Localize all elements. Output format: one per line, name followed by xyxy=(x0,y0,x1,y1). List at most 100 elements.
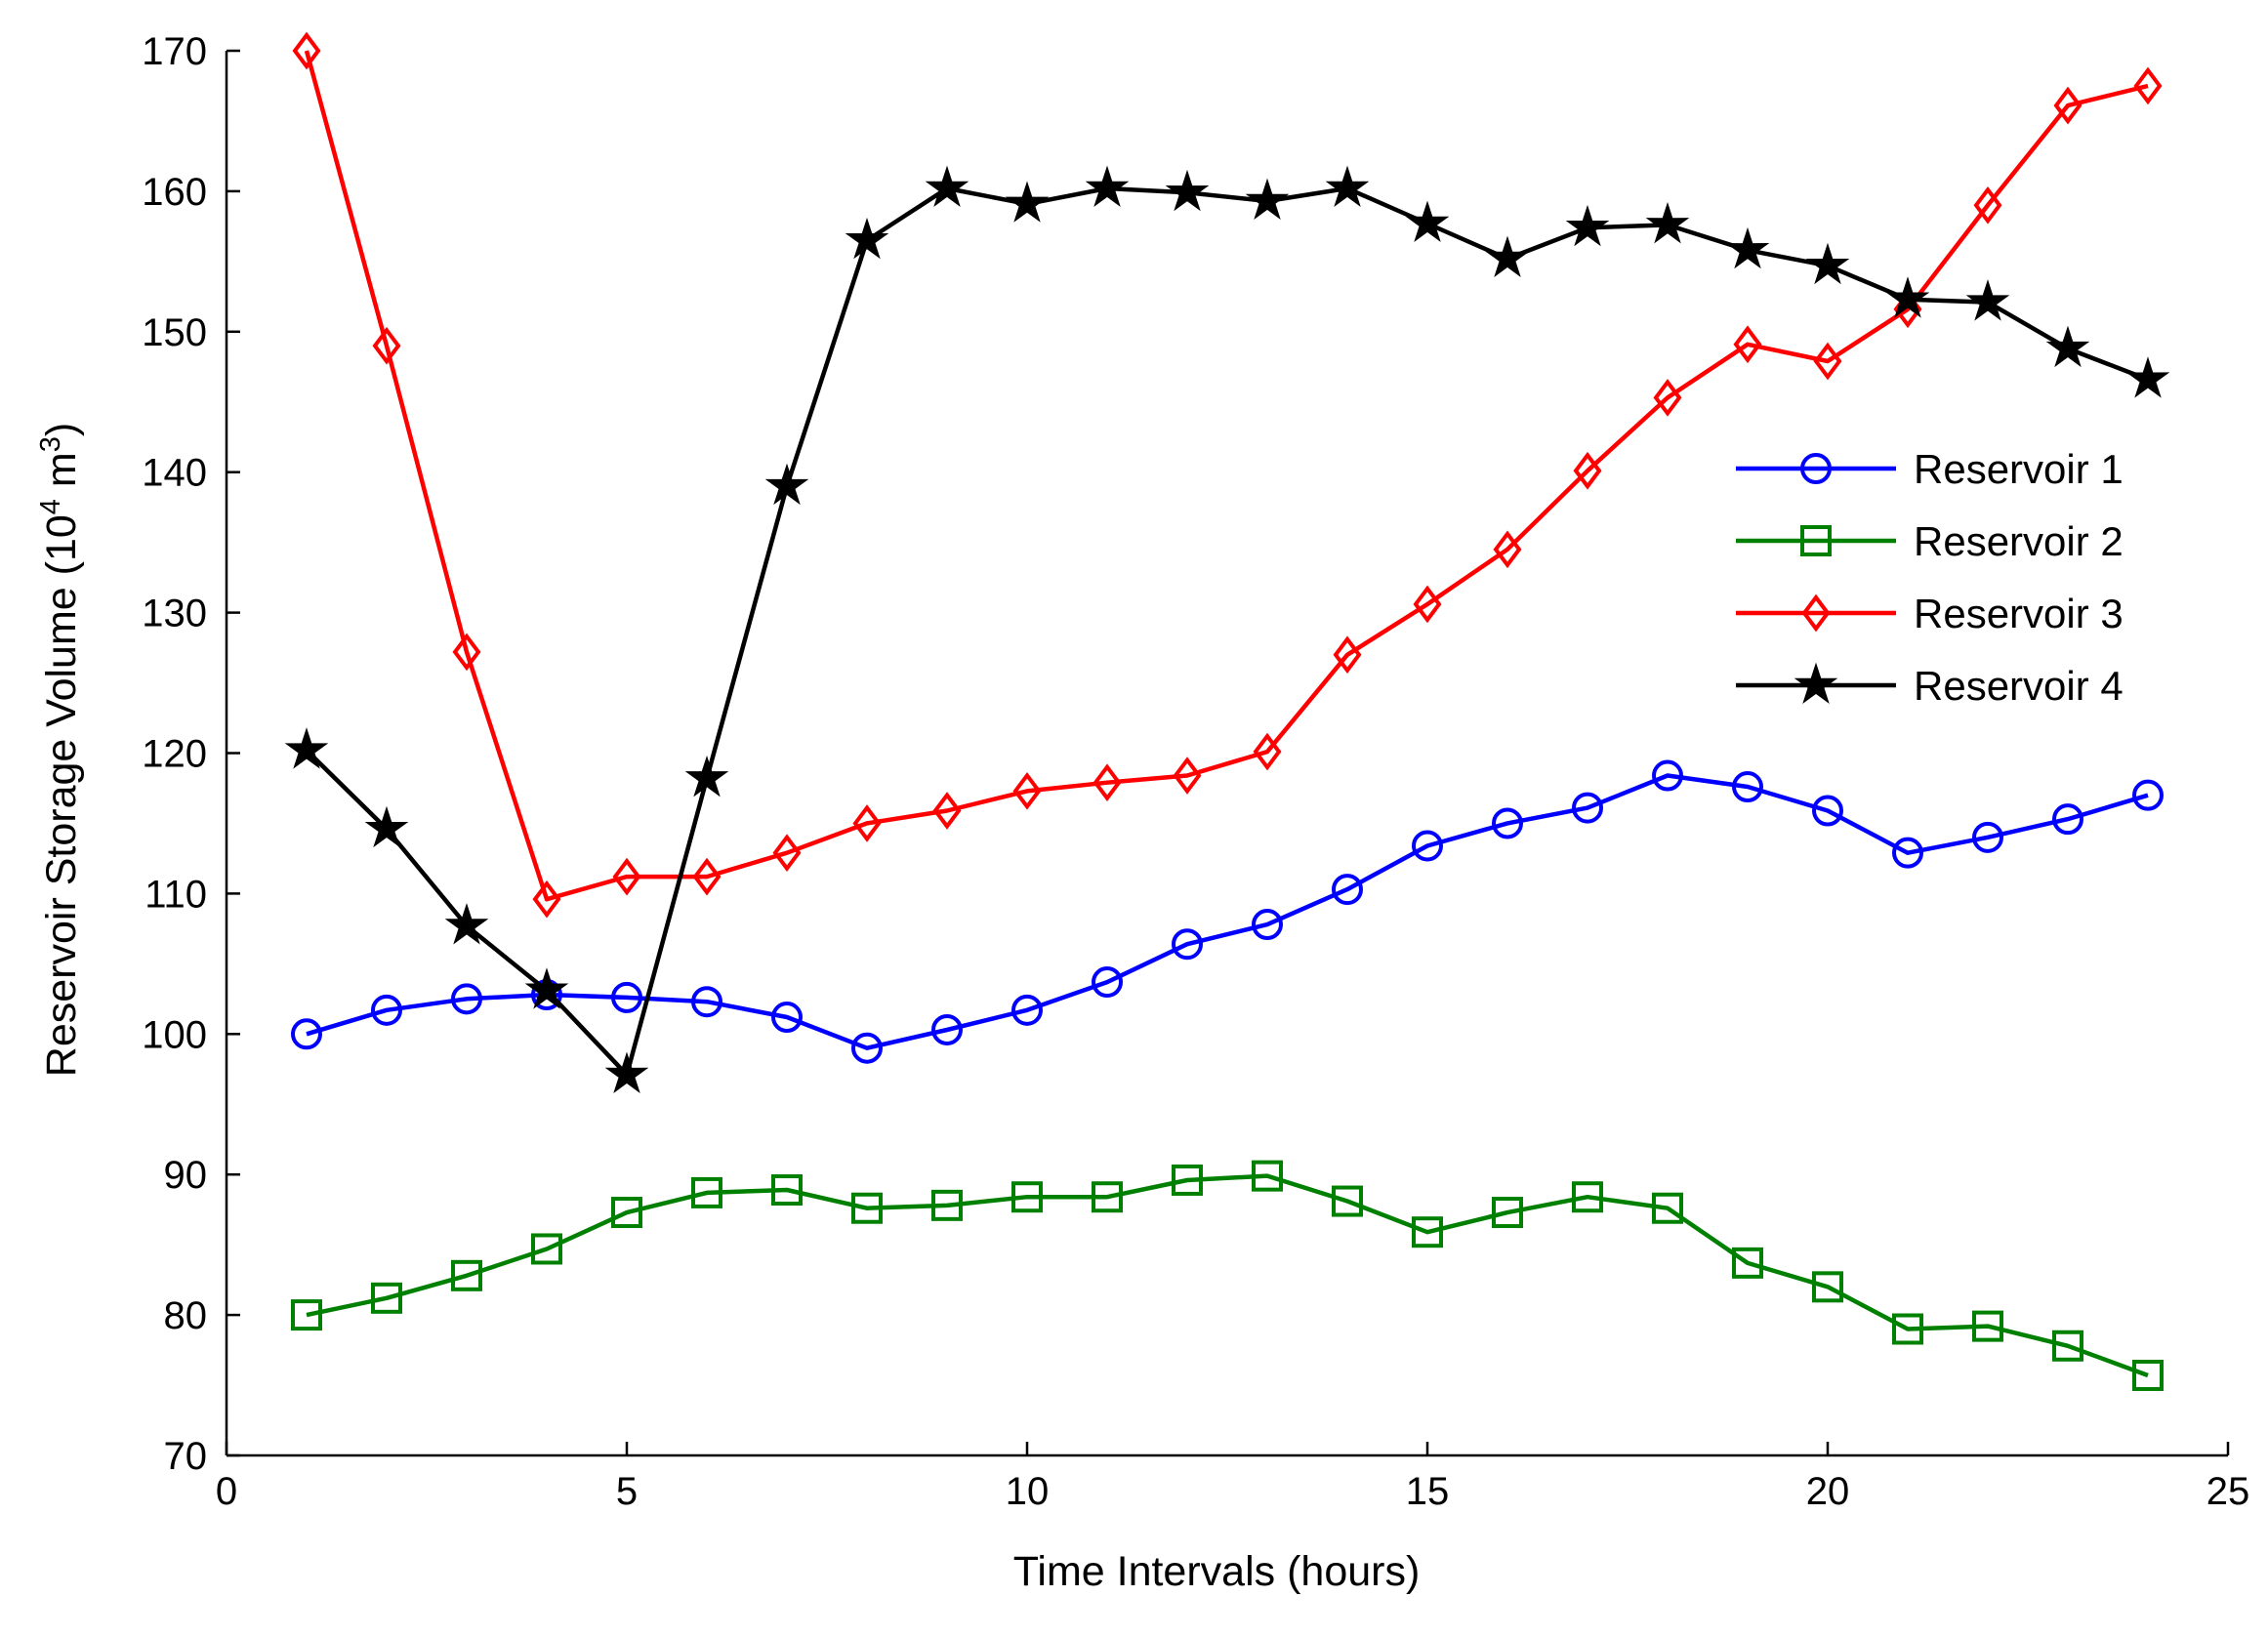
reservoir-3-point xyxy=(692,857,722,896)
legend-swatch-marker xyxy=(1801,593,1831,633)
reservoir-2-point xyxy=(1732,1247,1763,1279)
reservoir-1-point xyxy=(1492,807,1523,839)
x-tick-label: 5 xyxy=(616,1470,638,1513)
reservoir-2-point xyxy=(2132,1359,2164,1391)
reservoir-3-point xyxy=(2053,86,2082,125)
y-tick-label: 140 xyxy=(142,452,207,495)
reservoir-4-point xyxy=(284,727,329,769)
reservoir-3-point xyxy=(452,633,481,672)
reservoir-3-point xyxy=(2133,66,2163,105)
x-tick-label: 25 xyxy=(2206,1470,2250,1513)
y-axis-title: Reservoir Storage Volume (104 m3) xyxy=(35,423,85,1077)
reservoir-1-point xyxy=(291,1018,322,1050)
legend-entry-reservoir-3: Reservoir 3 xyxy=(1736,591,2124,636)
reservoir-1-point xyxy=(611,981,642,1013)
reservoir-1-point xyxy=(691,986,722,1018)
legend-label: Reservoir 1 xyxy=(1914,446,2124,492)
y-tick-label: 80 xyxy=(164,1294,208,1337)
reservoir-2-point xyxy=(2052,1330,2083,1362)
reservoir-4-point xyxy=(1565,204,1610,247)
reservoir-1-point xyxy=(1332,874,1363,906)
x-axis-title: Time Intervals (hours) xyxy=(1013,1548,1421,1595)
reservoir-1-point xyxy=(1011,994,1043,1026)
reservoir-4-point xyxy=(604,1051,649,1093)
reservoir-3-point xyxy=(852,804,882,842)
x-tick-label: 20 xyxy=(1806,1470,1850,1513)
legend-label: Reservoir 4 xyxy=(1914,663,2124,709)
y-axis-title-end: ) xyxy=(38,423,85,436)
reservoir-2-point xyxy=(1412,1216,1443,1248)
reservoir-3-point xyxy=(612,857,641,896)
reservoir-3-point xyxy=(1813,342,1842,381)
reservoir-3-point xyxy=(1093,763,1122,802)
legend-swatch-marker xyxy=(1800,453,1832,484)
reservoir-4-point xyxy=(444,903,489,945)
reservoir-2-point xyxy=(1652,1192,1683,1224)
reservoir-2-line xyxy=(306,1173,2149,1378)
reservoir-3-point xyxy=(1413,585,1442,624)
reservoir-1-point xyxy=(2132,779,2164,811)
y-tick-label: 90 xyxy=(164,1154,208,1197)
reservoir-4-point xyxy=(684,755,729,798)
reservoir-3-point xyxy=(1173,757,1202,795)
reservoir-2-point xyxy=(531,1233,562,1265)
reservoir-2-point xyxy=(771,1174,803,1207)
reservoir-3-point xyxy=(1733,325,1762,364)
legend-label: Reservoir 3 xyxy=(1914,591,2124,636)
reservoir-1-point xyxy=(771,1002,803,1034)
plot-area xyxy=(284,31,2170,1391)
reservoir-2-point xyxy=(1492,1197,1523,1229)
y-axis-title-exp1: 4 xyxy=(35,499,66,514)
reservoir-4-point xyxy=(1245,178,1290,220)
legend-swatch-marker xyxy=(1794,662,1838,704)
reservoir-1-point xyxy=(1972,821,2003,853)
reservoir-4-point xyxy=(1485,235,1530,277)
legend-entry-reservoir-4: Reservoir 4 xyxy=(1736,662,2124,709)
reservoir-3-point xyxy=(532,880,561,919)
reservoir-4-point xyxy=(364,805,409,848)
reservoir-2-series xyxy=(291,1160,2164,1391)
reservoir-4-point xyxy=(1085,165,1130,207)
legend-entry-reservoir-2: Reservoir 2 xyxy=(1736,518,2124,564)
reservoir-4-point xyxy=(1885,276,1930,318)
legend: Reservoir 1 Reservoir 2 Reservoir 3 Reservo… xyxy=(1736,446,2124,709)
reservoir-1-point xyxy=(851,1032,883,1064)
reservoir-3-line xyxy=(304,50,2149,902)
reservoir-1-point xyxy=(2052,803,2083,836)
reservoir-4-point xyxy=(1165,169,1210,212)
reservoir-2-point xyxy=(1572,1181,1603,1213)
reservoir-1-point xyxy=(1252,909,1283,941)
y-tick-label: 100 xyxy=(142,1013,207,1056)
reservoir-3-point xyxy=(1973,185,2002,225)
reservoir-4-point xyxy=(1725,226,1770,269)
reservoir-2-point xyxy=(1172,1164,1203,1196)
reservoir-3-point xyxy=(772,834,802,873)
reservoir-4-point xyxy=(524,967,569,1009)
reservoir-1-point xyxy=(1572,792,1603,824)
reservoir-3-series xyxy=(292,31,2163,919)
reservoir-2-point xyxy=(291,1299,322,1331)
reservoir-1-point xyxy=(451,983,482,1015)
y-tick-label: 150 xyxy=(142,311,207,354)
reservoir-4-point xyxy=(1325,165,1370,207)
reservoir-4-line xyxy=(305,185,2149,1078)
reservoir-4-point xyxy=(1005,181,1050,223)
y-tick-label: 70 xyxy=(164,1435,208,1478)
reservoir-2-point xyxy=(931,1189,963,1221)
reservoir-1-point xyxy=(1892,837,1923,869)
legend-entry-reservoir-1: Reservoir 1 xyxy=(1736,446,2124,492)
reservoir-2-point xyxy=(1812,1271,1843,1303)
reservoir-3-point xyxy=(1012,772,1042,810)
reservoir-3-point xyxy=(1253,732,1282,771)
reservoir-4-point xyxy=(845,217,889,260)
reservoir-1-point xyxy=(371,994,402,1026)
reservoir-1-line xyxy=(306,773,2149,1050)
reservoir-1-point xyxy=(931,1013,963,1045)
reservoir-4-point xyxy=(2045,325,2090,368)
y-axis-title-main: Reservoir Storage Volume (10 xyxy=(38,514,85,1077)
reservoir-2-point xyxy=(1252,1160,1283,1192)
reservoir-2-point xyxy=(1332,1185,1363,1217)
axes: 70 80 90 100 110 120 130 140 150 160 170 0 5 10 15 20 25 xyxy=(142,30,2249,1513)
